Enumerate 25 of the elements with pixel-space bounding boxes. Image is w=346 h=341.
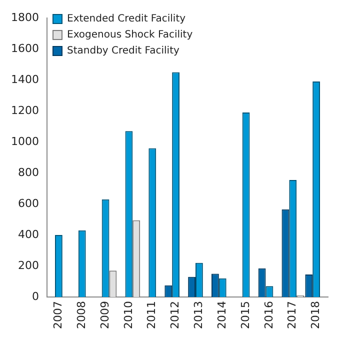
y-tick-label: 1200 bbox=[10, 104, 39, 117]
x-tick-label: 2013 bbox=[192, 301, 206, 330]
y-tick-label: 0 bbox=[32, 290, 39, 303]
x-tick-label: 2007 bbox=[52, 301, 65, 330]
x-tick-label: 2012 bbox=[168, 301, 182, 330]
y-tick-label: 200 bbox=[18, 258, 39, 272]
x-tick-label: 2010 bbox=[122, 301, 135, 330]
legend-label: Extended Credit Facility bbox=[66, 14, 186, 25]
x-tick-label: 2009 bbox=[98, 301, 112, 330]
legend-label: Exogenous Shock Facility bbox=[66, 30, 193, 41]
y-tick-label: 1000 bbox=[10, 134, 39, 148]
y-tick-label: 1400 bbox=[10, 72, 39, 86]
x-tick-label: 2016 bbox=[262, 301, 276, 330]
y-tick-label: 1800 bbox=[10, 10, 39, 24]
legend-label: Standby Credit Facility bbox=[66, 46, 180, 57]
y-tick-label: 1600 bbox=[10, 42, 39, 55]
x-tick-label: 2011 bbox=[145, 301, 158, 330]
y-tick-label: 400 bbox=[18, 228, 39, 241]
x-tick-label: 2008 bbox=[74, 301, 88, 330]
y-tick-label: 600 bbox=[18, 196, 39, 210]
y-tick-label: 800 bbox=[18, 166, 39, 179]
x-tick-label: 2018 bbox=[309, 301, 322, 330]
x-tick-label: 2014 bbox=[215, 301, 228, 330]
x-tick-label: 2017 bbox=[286, 301, 299, 330]
x-tick-label: 2015 bbox=[238, 301, 252, 330]
